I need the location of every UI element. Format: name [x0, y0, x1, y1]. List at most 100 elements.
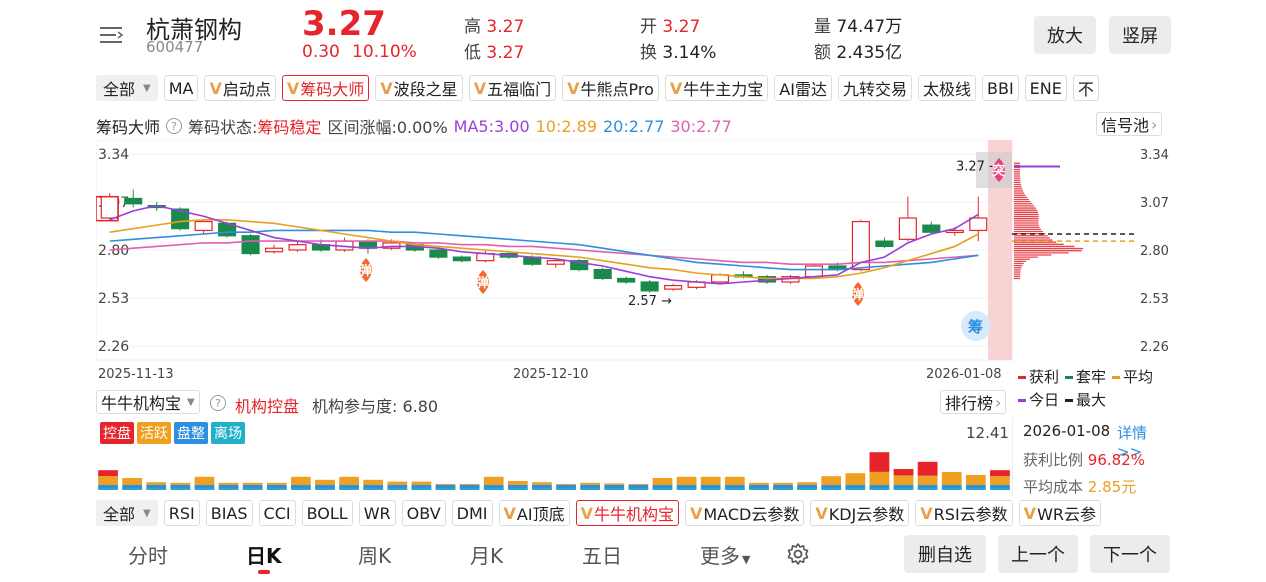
volume-bar-blue — [869, 485, 890, 490]
rank-button[interactable]: 排行榜 › — [940, 390, 1007, 414]
tab-2[interactable]: 周K — [358, 544, 392, 568]
volume-bar-base — [845, 488, 866, 490]
chart-title: 筹码大师 — [96, 118, 161, 137]
volume-bar-blue — [724, 485, 745, 490]
volume-bar-orange — [821, 476, 842, 485]
candle-body — [241, 235, 260, 255]
indicator_bar-6[interactable]: V 牛牛主力宝 — [664, 75, 769, 101]
volume-bar-blue — [266, 485, 287, 490]
volume-bar-blue — [194, 485, 215, 490]
y-tick-right: 2.53 — [1140, 292, 1169, 307]
chip-signal-label: 筹 — [968, 318, 983, 336]
bottom_indicators-7[interactable]: V AI顶底 — [498, 500, 570, 526]
chip-info-box: 2026-01-08 详情>> 获利比例 96.82% 平均成本 2.85元 — [1012, 418, 1170, 496]
bottom_indicators-2[interactable]: CCI — [258, 500, 296, 526]
indicator_bar-9[interactable]: 太极线 — [917, 75, 976, 101]
chart-info-line: 筹码大师 ? 筹码状态: 筹码稳定 区间涨幅:0.00% MA5:3.00 10:… — [96, 114, 732, 138]
sub-help-icon[interactable]: ? — [210, 395, 226, 411]
settings-gear-icon[interactable] — [786, 542, 810, 570]
v-icon: V — [580, 503, 593, 523]
v-icon: V — [920, 503, 933, 523]
bottom_indicators-0[interactable]: RSI — [163, 500, 200, 526]
menu-icon[interactable] — [98, 24, 124, 46]
bottom_indicators-9[interactable]: V MACD云参数 — [684, 500, 805, 526]
volume-bar-orange — [435, 484, 456, 485]
tab-4[interactable]: 五日 — [582, 544, 622, 568]
volume-bar-base — [507, 488, 528, 490]
volume-bar-base — [411, 488, 432, 490]
bottom_indicators-11[interactable]: V RSI云参数 — [915, 500, 1013, 526]
ma30-line — [109, 240, 979, 266]
indicator-all-dropdown[interactable]: 全部 ▼ — [96, 75, 158, 101]
indicator_bar-0[interactable]: MA — [163, 75, 199, 101]
indicator_bar-2[interactable]: V 筹码大师 — [281, 75, 370, 101]
volume-bar-orange — [990, 476, 1010, 485]
volume-bar-blue — [315, 485, 335, 490]
v-icon: V — [689, 503, 703, 523]
indicator_bar-3[interactable]: V 波段之星 — [375, 75, 463, 101]
delete-watchlist-button[interactable]: 删自选 — [904, 535, 986, 573]
tab-0[interactable]: 分时 — [128, 544, 168, 568]
high-annotation: 3.27 → — [956, 159, 1000, 174]
volume-bar-base — [339, 488, 359, 490]
indicator-bar: 全部 ▼ MA V 启动点 V 筹码大师 V 波段之星 V 五福临门 V 牛熊点Pro V 牛牛主力宝 AI… — [96, 75, 1170, 101]
tab-3[interactable]: 月K — [470, 544, 504, 568]
bottom_indicators-1[interactable]: BIAS — [205, 500, 253, 526]
volume-bar-base — [700, 488, 721, 490]
bottom_indicators-4[interactable]: WR — [358, 500, 396, 526]
indicator_bar-11[interactable]: ENE — [1024, 75, 1067, 101]
indicator_bar-4[interactable]: V 五福临门 — [468, 75, 557, 101]
help-icon[interactable]: ? — [166, 118, 183, 134]
volume-bar-orange — [315, 479, 335, 485]
indicator_bar-12[interactable]: 不 — [1072, 75, 1099, 101]
volume-bar-base — [604, 488, 625, 490]
bottom_indicators-8[interactable]: V 牛牛机构宝 — [575, 500, 679, 526]
signal-pool-button[interactable]: 信号池 › — [1096, 112, 1163, 136]
bottom_indicators-10[interactable]: V KDJ云参数 — [810, 500, 910, 526]
chip-legend-item: 今日 — [1018, 389, 1059, 410]
candle-body — [664, 284, 683, 290]
indicator_bar-1[interactable]: V 启动点 — [204, 75, 276, 101]
volume-bar-base — [773, 488, 793, 490]
volume-bar-orange — [724, 476, 745, 485]
tab-5[interactable]: 更多 ▼ — [700, 544, 751, 568]
volume-bar-blue — [170, 485, 191, 490]
indicator_bar-5[interactable]: V 牛熊点Pro — [562, 75, 659, 101]
detail-link[interactable]: 详情>> — [1117, 424, 1148, 461]
bottom_indicators-3[interactable]: BOLL — [301, 500, 353, 526]
next-stock-button[interactable]: 下一个 — [1090, 535, 1170, 573]
bounce-signal-1-label: 弹 — [359, 263, 372, 279]
volume-bar-base — [941, 488, 962, 490]
volume-bar-base — [893, 488, 914, 490]
prev-stock-button[interactable]: 上一个 — [998, 535, 1078, 573]
volume-bar-blue — [773, 485, 793, 490]
volume-bar-orange — [700, 476, 721, 485]
volume-bar-blue — [604, 485, 625, 490]
candle-body — [593, 268, 612, 280]
indicator_bar-7[interactable]: AI雷达 — [774, 75, 832, 101]
volume-bar-orange — [363, 479, 384, 485]
candle-body — [194, 220, 213, 232]
bottom_indicators-6[interactable]: DMI — [451, 500, 493, 526]
portrait-button[interactable]: 竖屏 — [1109, 16, 1171, 54]
volume-bar-base — [676, 488, 697, 490]
bottom_indicators-5[interactable]: OBV — [401, 500, 446, 526]
volume-bar-base — [435, 488, 456, 490]
candle-body — [804, 265, 823, 278]
v-icon: V — [209, 78, 222, 98]
indicator_bar-8[interactable]: 九转交易 — [837, 75, 912, 101]
volume-bar-blue — [435, 485, 456, 490]
zoom-button[interactable]: 放大 — [1034, 16, 1096, 54]
sub-indicator-selector[interactable]: 牛牛机构宝 ▼ — [96, 390, 200, 414]
tab-1[interactable]: 日K — [246, 540, 282, 574]
volume-bar-orange — [507, 481, 528, 485]
volume-bar-orange — [170, 482, 191, 485]
bottom_indicators-12[interactable]: V WR云参 — [1018, 500, 1102, 526]
v-icon: V — [1023, 503, 1037, 523]
institution-volume-chart — [98, 452, 1010, 490]
candlestick-chart[interactable]: 3.343.343.073.072.802.802.532.532.262.26… — [96, 140, 1170, 380]
bounce-signal-3-marker — [852, 282, 864, 306]
indicator_bar-10[interactable]: BBI — [981, 75, 1019, 101]
volume-bar-orange — [628, 484, 649, 485]
bottom-all-dropdown[interactable]: 全部 ▼ — [96, 500, 158, 526]
